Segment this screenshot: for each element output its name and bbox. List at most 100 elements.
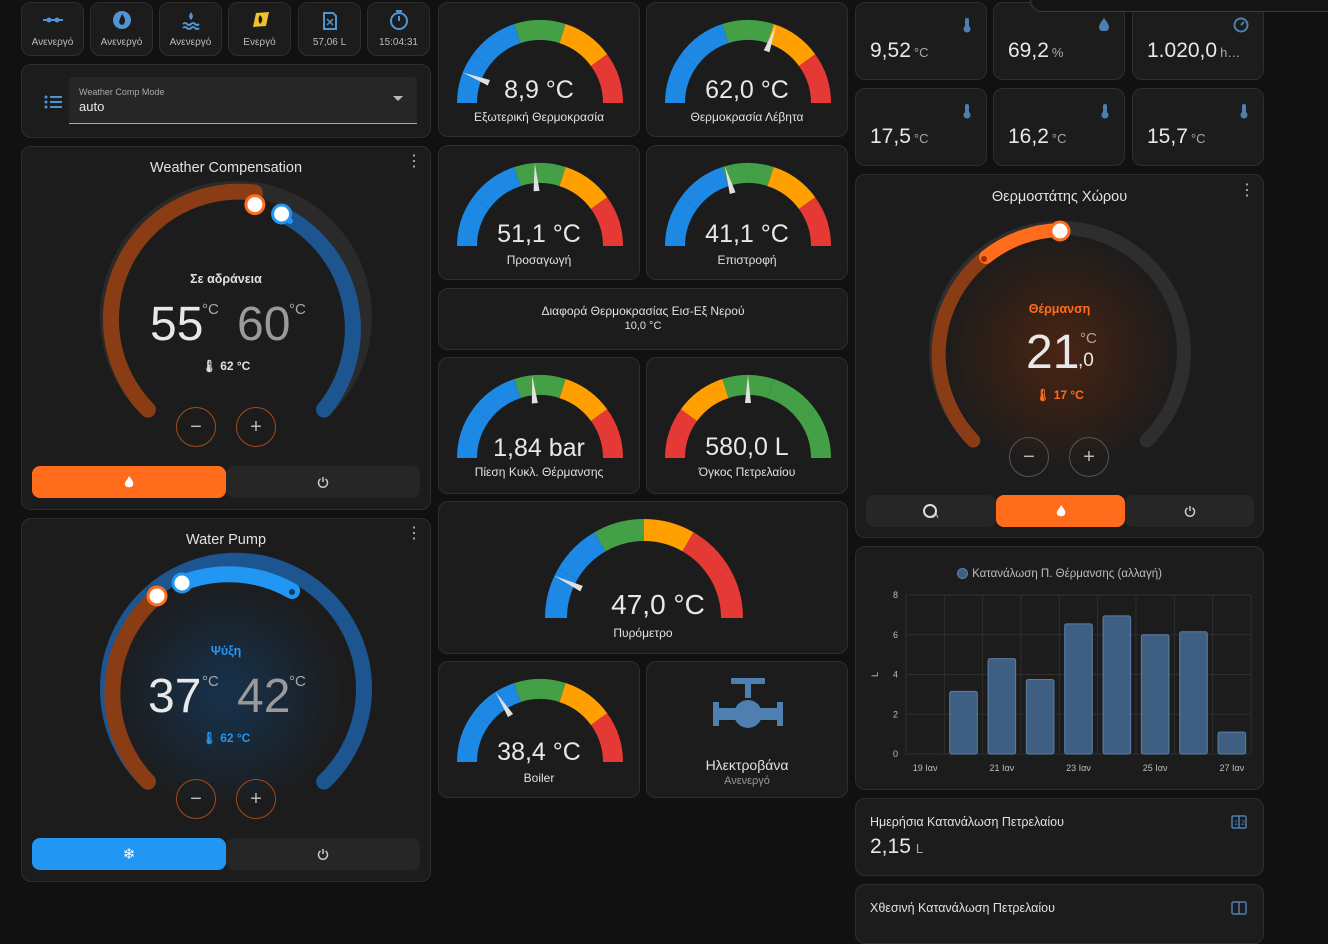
- chart-bar[interactable]: [1179, 631, 1208, 755]
- mode-auto-button[interactable]: A: [866, 495, 996, 527]
- gauge-needle: [554, 575, 583, 592]
- mode-off-button[interactable]: [1125, 495, 1254, 527]
- gauge-segment: [514, 375, 566, 399]
- sensor-value: 15,7: [1147, 125, 1188, 148]
- x-tick-label: 19 Ιαν: [913, 763, 938, 773]
- gauge-segment: [472, 167, 521, 210]
- increase-button[interactable]: +: [236, 407, 276, 447]
- sensor-card[interactable]: 69,2%: [993, 2, 1125, 80]
- chart-legend[interactable]: Κατανάλωση Π. Θέρμανσης (αλλαγή): [856, 568, 1263, 580]
- legend-label: Κατανάλωση Π. Θέρμανσης (αλλαγή): [972, 568, 1162, 580]
- fire-off-icon: [112, 9, 132, 31]
- decrease-button[interactable]: −: [176, 779, 216, 819]
- card-title: Weather Compensation: [149, 160, 303, 176]
- thermostat-dial[interactable]: [856, 175, 1264, 465]
- chart-bar[interactable]: [1217, 731, 1247, 755]
- tile-burner-active[interactable]: Ενεργό: [228, 2, 291, 56]
- sensor-card[interactable]: 9,52 °C: [855, 2, 987, 80]
- tile-timer[interactable]: 15:04:31: [367, 2, 430, 56]
- mode-heat-button[interactable]: [996, 495, 1125, 527]
- chart-bar[interactable]: [987, 658, 1017, 755]
- valve-card[interactable]: Ηλεκτροβάνα Ανενεργό: [646, 661, 848, 798]
- mode-heat-button[interactable]: [32, 466, 226, 498]
- svg-text:A: A: [933, 511, 939, 519]
- thermostat-dial[interactable]: [22, 519, 431, 799]
- sensor-unit: h…: [1220, 45, 1241, 60]
- valve-label: Ηλεκτροβάνα: [705, 757, 789, 773]
- sensor-card[interactable]: 1.020,0 h…: [1132, 2, 1264, 80]
- card-title: Water Pump: [185, 532, 267, 548]
- tile-label: Ανενεργό: [100, 37, 143, 48]
- gauge-pressure[interactable]: 1,84 bar Πίεση Κυκλ. Θέρμανσης: [438, 357, 640, 494]
- increase-button[interactable]: +: [1069, 437, 1109, 477]
- gauge-label: Θερμοκρασία Λέβητα: [690, 110, 804, 124]
- water-heater-icon: [181, 9, 201, 31]
- gauge-outdoor-temp[interactable]: 8,9 °C Εξωτερική Θερμοκρασία: [438, 2, 640, 137]
- yesterday-oil-card[interactable]: Χθεσινή Κατανάλωση Πετρελαίου: [855, 884, 1264, 944]
- target-low-unit: °C: [202, 673, 219, 690]
- target-low[interactable]: 55: [150, 298, 204, 351]
- tile-valve[interactable]: Ανενεργό: [21, 2, 84, 56]
- y-tick-label: 4: [893, 670, 898, 680]
- gauge-boiler-temp[interactable]: 62,0 °C Θερμοκρασία Λέβητα: [646, 2, 848, 137]
- target-temp[interactable]: 21: [1026, 326, 1080, 379]
- increase-button[interactable]: +: [236, 779, 276, 819]
- thermostat-dial[interactable]: [22, 147, 431, 427]
- gauge-segment: [559, 24, 608, 67]
- chart-bar[interactable]: [1025, 678, 1055, 755]
- gauge-oil-volume[interactable]: 580,0 L Όγκος Πετρελαίου: [646, 357, 848, 494]
- tile-label: Ενεργό: [243, 37, 276, 48]
- sensor-card[interactable]: 16,2 °C: [993, 88, 1125, 166]
- chart-bar[interactable]: [1102, 615, 1132, 755]
- gauge-label: Εξωτερική Θερμοκρασία: [473, 110, 605, 124]
- gauge-segment: [665, 54, 698, 104]
- mode-cool-button[interactable]: ❄: [32, 838, 226, 870]
- tile-fuel[interactable]: 57,06 L: [298, 2, 361, 56]
- tile-label: Ανενεργό: [169, 37, 212, 48]
- gauge-dial: [457, 20, 623, 104]
- mode-off-button[interactable]: [226, 466, 420, 498]
- sensor-card[interactable]: 17,5 °C: [855, 88, 987, 166]
- gauge-needle: [531, 375, 538, 404]
- mode-off-button[interactable]: [226, 838, 420, 870]
- fuel-canister-icon: [321, 9, 339, 31]
- water-temp-diff-card[interactable]: Διαφορά Θερμοκρασίας Εισ-Εξ Νερού 10,0 °…: [438, 288, 848, 350]
- water-percent-icon: [1098, 17, 1110, 36]
- card-title: Ημερήσια Κατανάλωση Πετρελαίου: [870, 815, 1064, 829]
- gauge-segment: [514, 20, 566, 44]
- sensor-card[interactable]: 15,7 °C: [1132, 88, 1264, 166]
- target-high-unit: °C: [289, 301, 306, 318]
- chart-bar[interactable]: [1140, 634, 1170, 755]
- gauge-pyrometer[interactable]: 47,0 °C Πυρόμετρο: [438, 501, 848, 654]
- valve-state: Ανενεργό: [724, 775, 770, 787]
- gauge-return[interactable]: 41,1 °C Επιστροφή: [646, 145, 848, 280]
- gauge-label: Όγκος Πετρελαίου: [698, 465, 796, 479]
- chart-bar[interactable]: [949, 690, 978, 755]
- target-high[interactable]: 60: [237, 298, 291, 351]
- tile-label: 57,06 L: [312, 37, 347, 48]
- x-tick-label: 21 Ιαν: [989, 763, 1014, 773]
- gauge-segment: [457, 54, 490, 104]
- gauge-dial: [665, 163, 831, 247]
- tile-water-heater[interactable]: Ανενεργό: [159, 2, 222, 56]
- decrease-button[interactable]: −: [176, 407, 216, 447]
- target-high[interactable]: 42: [237, 670, 291, 723]
- valve-closed-icon: [41, 9, 65, 31]
- decrease-button[interactable]: −: [1009, 437, 1049, 477]
- gauge-segment: [722, 163, 774, 187]
- target-low[interactable]: 37: [148, 670, 202, 723]
- current-temp: 🌡 62 °C: [22, 731, 430, 745]
- current-temp-value: 62 °C: [220, 359, 251, 373]
- weather-compensation-card: Weather Compensation ⋮ Σε αδράνεια 55 °C…: [21, 146, 431, 510]
- chart-bar[interactable]: [1064, 623, 1093, 755]
- sensor-unit: %: [1051, 45, 1064, 60]
- tile-burner-flame[interactable]: Ανενεργό: [90, 2, 153, 56]
- thermometer-icon: [1239, 103, 1249, 124]
- thermometer-icon: [962, 103, 972, 124]
- gauge-segment: [514, 679, 566, 703]
- weather-comp-mode-select[interactable]: Weather Comp Mode auto: [69, 77, 417, 124]
- thermostat-auto-icon: A: [923, 504, 939, 519]
- gauge-supply[interactable]: 51,1 °C Προσαγωγή: [438, 145, 640, 280]
- gauge-boiler[interactable]: 38,4 °C Boiler: [438, 661, 640, 798]
